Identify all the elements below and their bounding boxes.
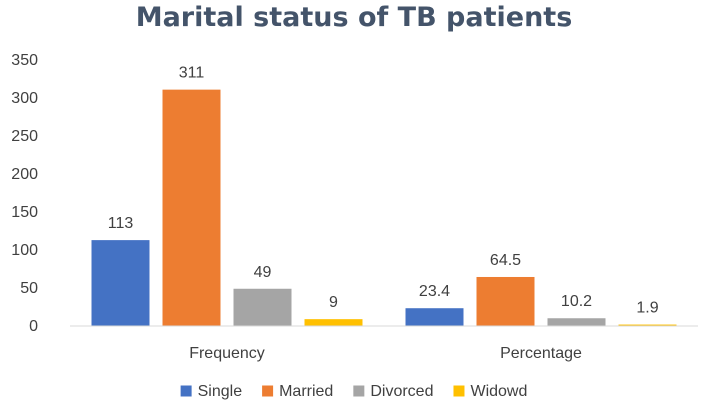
data-label: 23.4 (419, 283, 450, 300)
y-axis: 0 50 100 150 200 250 300 350 (11, 52, 38, 335)
legend-label: Single (198, 383, 243, 400)
legend: Single Married Divorced Widowd (180, 383, 527, 400)
bar-married-frequency (162, 89, 221, 326)
data-label: 64.5 (490, 252, 521, 269)
bar-divorced-percentage (547, 318, 606, 326)
data-label: 9 (329, 294, 338, 311)
legend-label: Divorced (370, 383, 433, 400)
bar-widowd-frequency (304, 319, 363, 326)
data-label: 311 (179, 65, 205, 82)
bar-single-frequency (91, 240, 150, 326)
y-tick-label: 150 (11, 204, 38, 221)
legend-swatch-widowd (453, 385, 465, 397)
y-tick-label: 300 (11, 90, 38, 107)
x-category-label: Percentage (500, 345, 582, 362)
bars (91, 89, 677, 326)
y-tick-label: 100 (11, 242, 38, 259)
data-label: 49 (254, 264, 272, 281)
bar-divorced-frequency (233, 288, 292, 326)
y-tick-label: 350 (11, 52, 38, 69)
y-tick-label: 250 (11, 128, 38, 145)
x-category-label: Frequency (189, 345, 265, 362)
y-tick-label: 0 (29, 318, 38, 335)
y-tick-label: 50 (20, 280, 38, 297)
bar-single-percentage (405, 308, 464, 326)
legend-swatch-single (180, 385, 192, 397)
legend-swatch-married (262, 385, 274, 397)
y-tick-label: 200 (11, 166, 38, 183)
x-axis: Frequency Percentage (189, 345, 582, 362)
data-label: 113 (108, 215, 134, 232)
legend-label: Married (279, 383, 333, 400)
data-label: 1.9 (636, 300, 658, 317)
legend-swatch-divorced (353, 385, 365, 397)
data-label: 10.2 (561, 293, 592, 310)
bar-widowd-percentage (618, 324, 677, 326)
legend-label: Widowd (470, 383, 527, 400)
bar-married-percentage (476, 276, 535, 326)
chart-title: Marital status of TB patients (136, 2, 573, 33)
data-labels: 113 311 49 9 23.4 64.5 10.2 1.9 (108, 65, 659, 317)
